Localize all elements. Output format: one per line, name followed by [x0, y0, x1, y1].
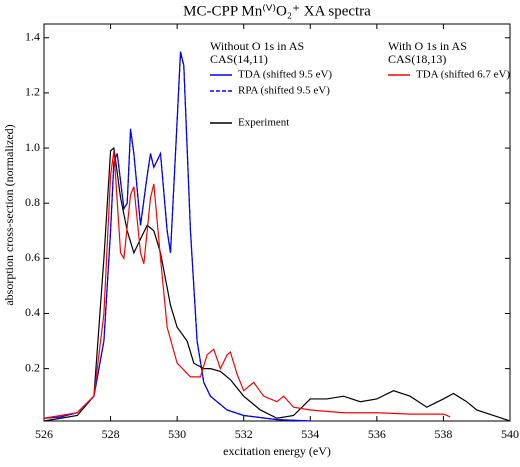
series-line [43, 54, 311, 422]
y-tick-label: 0.6 [25, 250, 40, 264]
legend-label: TDA (shifted 6.7 eV) [416, 69, 510, 81]
y-tick-label: 1.0 [25, 140, 40, 154]
legend-label: RPA (shifted 9.5 eV) [238, 85, 330, 97]
series-line [43, 150, 451, 419]
y-tick-label: 1.2 [25, 85, 40, 99]
chart-title: MC-CPP Mn⁽ⱽ⁾O₂⁺ XA spectra [183, 3, 371, 19]
series-line [43, 146, 511, 422]
x-tick-label: 540 [501, 427, 519, 441]
x-tick-label: 526 [35, 427, 53, 441]
x-tick-label: 532 [235, 427, 253, 441]
y-tick-label: 0.4 [25, 305, 40, 319]
x-tick-label: 536 [368, 427, 386, 441]
x-tick-label: 528 [102, 427, 120, 441]
legend-group-title: With O 1s in AS [388, 39, 467, 53]
legend-label: TDA (shifted 9.5 eV) [238, 69, 332, 81]
y-axis-label: absorption cross-section (normalized) [2, 124, 16, 305]
x-tick-label: 538 [434, 427, 452, 441]
y-tick-label: 1.4 [25, 30, 40, 44]
x-tick-label: 530 [168, 427, 186, 441]
plot-frame [43, 23, 511, 422]
series-line [43, 51, 311, 422]
x-tick-label: 534 [301, 427, 319, 441]
legend-label: Experiment [238, 117, 289, 129]
x-axis-label: excitation energy (eV) [223, 444, 331, 458]
legend-group-title: CAS(14,11) [210, 52, 268, 66]
y-tick-label: 0.2 [25, 360, 40, 374]
legend-group-title: CAS(18,13) [388, 52, 446, 66]
y-tick-label: 0.8 [25, 195, 40, 209]
legend-group-title: Without O 1s in AS [210, 39, 304, 53]
